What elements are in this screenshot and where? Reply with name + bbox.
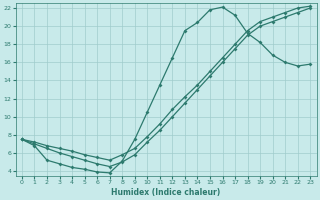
X-axis label: Humidex (Indice chaleur): Humidex (Indice chaleur) bbox=[111, 188, 221, 197]
